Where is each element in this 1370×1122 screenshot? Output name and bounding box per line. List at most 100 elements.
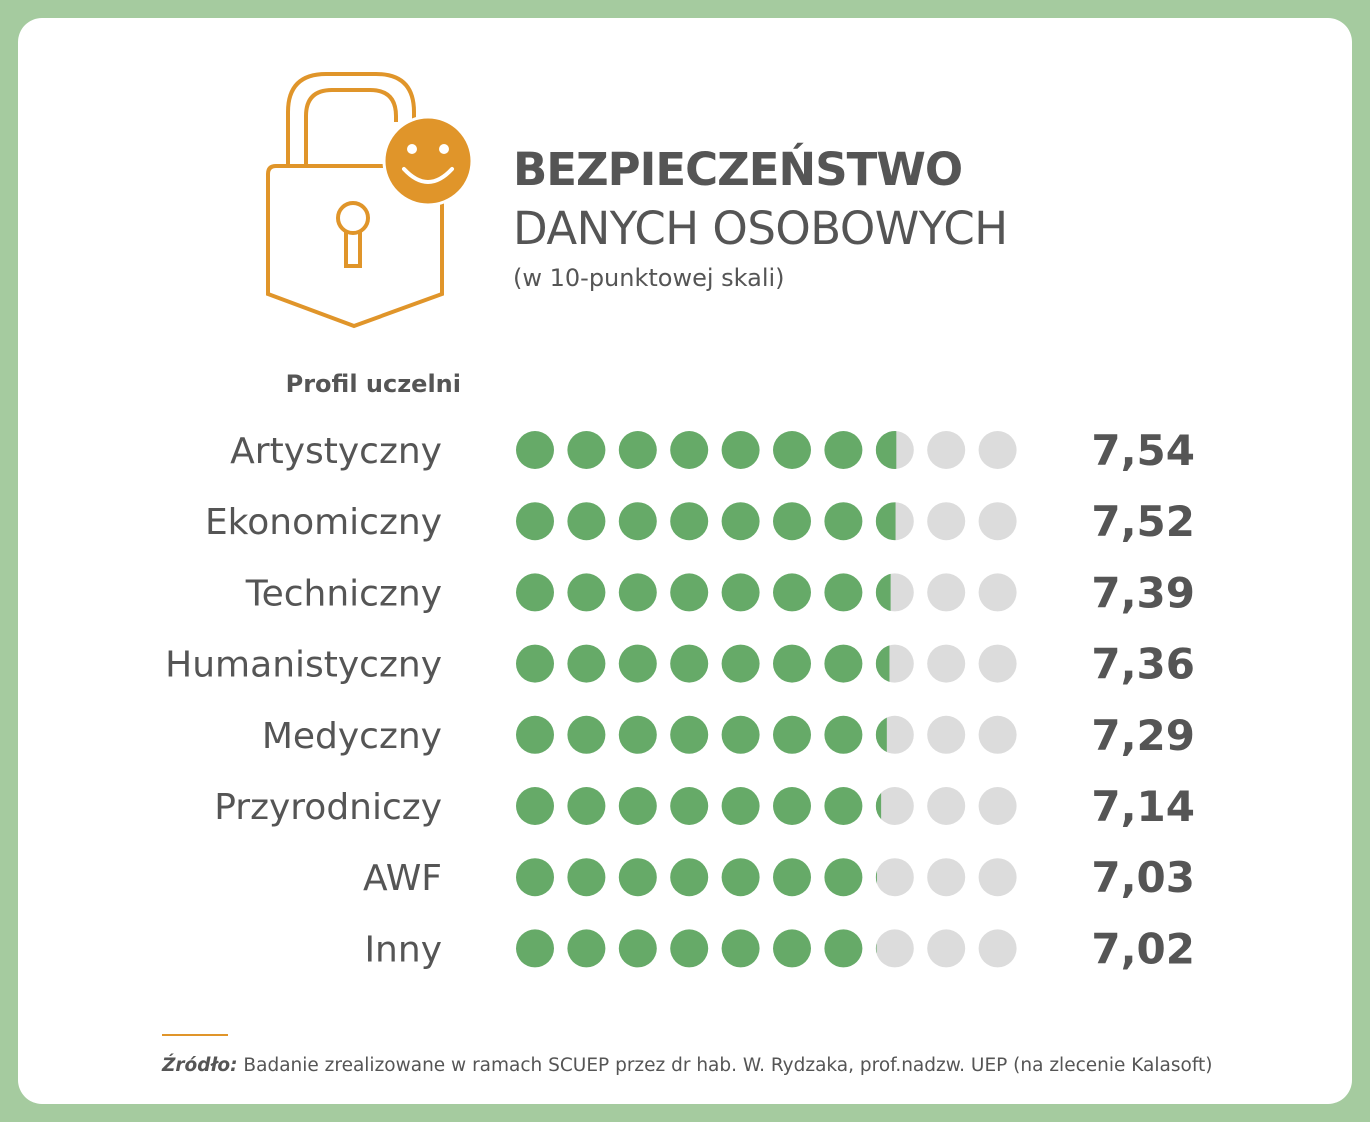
rating-dot xyxy=(567,929,606,968)
category-label: Przyrodniczy xyxy=(214,787,442,828)
infographic-card xyxy=(18,18,1352,1104)
rating-dot xyxy=(927,715,966,754)
value-label: 7,36 xyxy=(1091,640,1195,689)
category-label: Ekonomiczny xyxy=(205,502,442,543)
value-label: 7,29 xyxy=(1091,711,1195,760)
footer-divider xyxy=(162,1034,228,1036)
value-label: 7,54 xyxy=(1091,426,1195,475)
rating-dot xyxy=(618,858,657,897)
rating-dot xyxy=(670,431,709,469)
category-label: Medyczny xyxy=(262,716,442,757)
rating-dot xyxy=(567,787,606,825)
category-label: Artystyczny xyxy=(230,431,442,472)
rating-dot xyxy=(875,431,914,469)
value-label: 7,03 xyxy=(1091,853,1195,902)
rating-dot xyxy=(773,431,811,469)
rating-dot xyxy=(618,573,657,612)
rating-dot xyxy=(927,502,966,541)
rating-dot xyxy=(516,858,554,897)
rating-dot xyxy=(516,787,554,825)
rating-dot xyxy=(875,502,914,541)
rating-dot xyxy=(773,502,811,541)
value-label: 7,39 xyxy=(1091,568,1195,617)
value-label: 7,14 xyxy=(1091,782,1195,831)
category-header: Profil uczelni xyxy=(285,370,461,398)
rating-dot xyxy=(927,858,966,897)
rating-dot xyxy=(773,573,811,612)
rating-dot xyxy=(978,787,1017,825)
rating-dot xyxy=(978,573,1017,612)
rating-dot xyxy=(618,787,657,825)
rating-dot xyxy=(875,929,914,968)
title-line1: BEZPIECZEŃSTWO xyxy=(513,143,963,196)
rating-dot xyxy=(824,573,863,612)
rating-dot xyxy=(875,858,914,897)
rating-dot xyxy=(721,502,760,541)
rating-dot xyxy=(824,431,863,469)
rating-dot xyxy=(516,573,554,612)
rating-dot xyxy=(721,573,760,612)
category-label: Inny xyxy=(364,929,442,970)
rating-dot xyxy=(927,573,966,612)
source-note: Źródło: Badanie zrealizowane w ramach SC… xyxy=(162,1055,1213,1076)
rating-dot xyxy=(567,715,606,754)
rating-dot xyxy=(824,715,863,754)
rating-dot xyxy=(978,644,1017,683)
rating-dot xyxy=(618,929,657,968)
rating-dot xyxy=(670,929,709,968)
category-label: Techniczny xyxy=(245,573,442,614)
rating-dot xyxy=(773,715,811,754)
rating-dot xyxy=(824,502,863,541)
rating-dot xyxy=(824,929,863,968)
rating-dot xyxy=(618,715,657,754)
rating-dot xyxy=(567,431,606,469)
rating-dot xyxy=(670,644,709,683)
rating-dot xyxy=(721,644,760,683)
rating-dot xyxy=(516,431,554,469)
rating-dot xyxy=(567,644,606,683)
title-note: (w 10-punktowej skali) xyxy=(513,264,785,292)
rating-dot xyxy=(618,644,657,683)
rating-dot xyxy=(927,787,966,825)
rating-dot xyxy=(670,715,709,754)
rating-dot xyxy=(721,929,760,968)
rating-dot xyxy=(567,573,606,612)
rating-dot xyxy=(618,502,657,541)
rating-dot xyxy=(978,715,1017,754)
rating-dot xyxy=(721,787,760,825)
category-label: AWF xyxy=(363,858,442,899)
rating-dot xyxy=(927,644,966,683)
source-label: Źródło: xyxy=(162,1055,238,1076)
rating-dot xyxy=(670,502,709,541)
rating-dot xyxy=(773,858,811,897)
rating-dot xyxy=(670,858,709,897)
title-block: BEZPIECZEŃSTWO DANYCH OSOBOWYCH (w 10-pu… xyxy=(513,140,1008,292)
rating-dot xyxy=(875,644,914,683)
category-label: Humanistyczny xyxy=(165,645,442,686)
rating-dot xyxy=(875,715,914,754)
rating-dot xyxy=(721,858,760,897)
rating-dot xyxy=(618,431,657,469)
rating-dot xyxy=(773,787,811,825)
rating-dot xyxy=(516,644,554,683)
value-label: 7,02 xyxy=(1091,924,1195,973)
rating-dot xyxy=(978,929,1017,968)
value-label: 7,52 xyxy=(1091,497,1195,546)
rating-dot xyxy=(875,787,914,825)
rating-dot xyxy=(773,929,811,968)
rating-dot xyxy=(978,502,1017,541)
rating-dot xyxy=(927,929,966,968)
padlock-smiley-icon xyxy=(266,72,474,329)
rating-dot xyxy=(824,858,863,897)
rating-dot xyxy=(824,644,863,683)
rating-dot xyxy=(567,858,606,897)
rating-dot xyxy=(875,573,914,612)
rating-dot xyxy=(927,431,966,469)
rating-dot xyxy=(721,431,760,469)
rating-dot xyxy=(824,787,863,825)
rating-dot xyxy=(516,715,554,754)
rating-dot xyxy=(721,715,760,754)
rating-dot xyxy=(567,502,606,541)
rating-dot xyxy=(978,858,1017,897)
source-text: Badanie zrealizowane w ramach SCUEP prze… xyxy=(237,1055,1213,1076)
